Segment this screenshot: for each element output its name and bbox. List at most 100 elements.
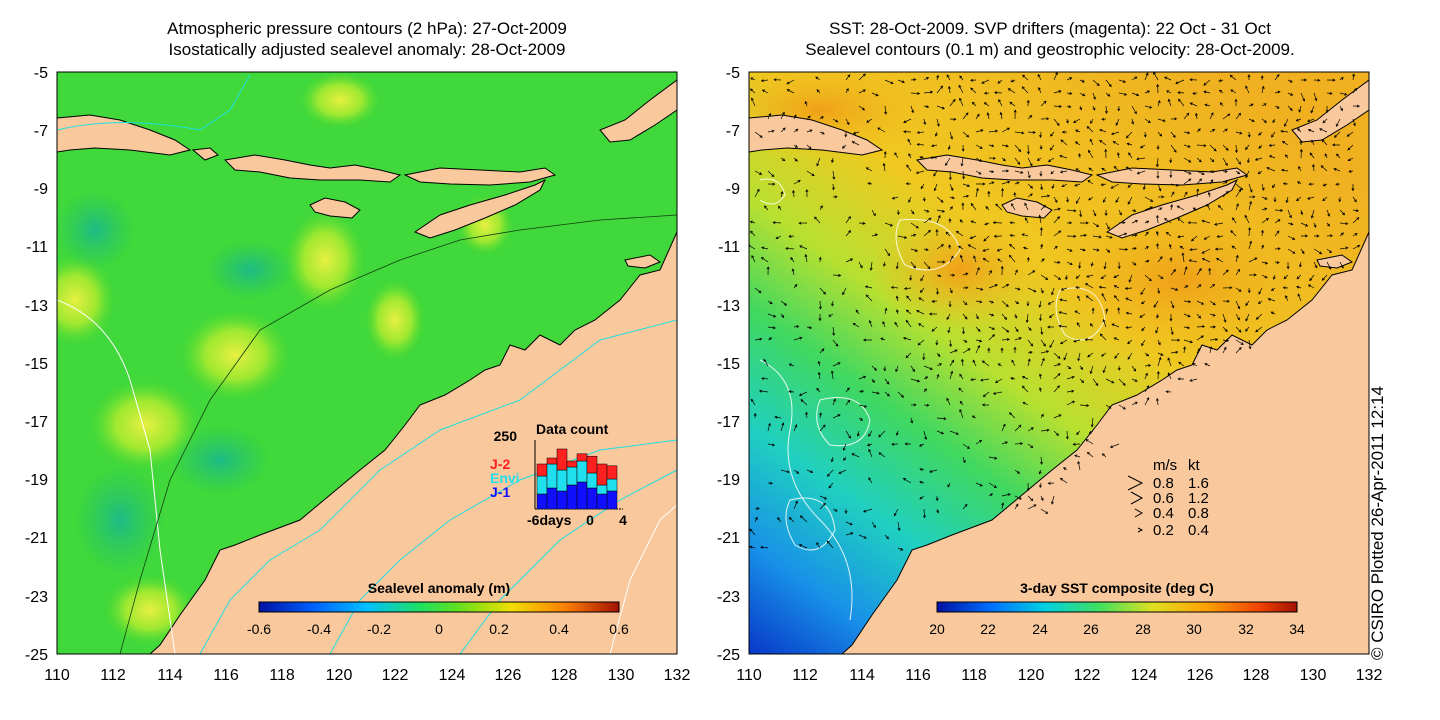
velocity-vector [988,129,999,133]
velocity-vector [957,245,964,250]
right-colorbar-tick: 30 [1186,621,1202,637]
velocity-vector [1074,454,1081,458]
velocity-vector [1099,128,1107,133]
velocity-vector [1059,298,1068,302]
sla-blob [57,255,115,345]
velocity-vector [1235,188,1242,198]
velocity-vector [975,113,980,120]
velocity-vector [1189,248,1198,252]
velocity-vector [1274,260,1280,264]
velocity-vector [1038,300,1042,308]
velocity-vector [1287,222,1294,226]
velocity-vector [897,79,905,84]
velocity-vector [1079,404,1090,408]
velocity-vector [1115,118,1120,126]
left-lon-tick: 122 [382,667,409,684]
velocity-vector [975,129,984,133]
velocity-vector [988,269,992,276]
velocity-vector [1125,166,1133,172]
left-lat-tick: -13 [25,298,48,315]
velocity-vector [1125,326,1133,330]
velocity-vector [1235,300,1241,310]
right-lon-tick: 116 [905,667,931,684]
velocity-vector [1196,157,1202,163]
velocity-vector [1248,273,1257,277]
velocity-vector [894,152,899,159]
velocity-vector [1333,168,1341,172]
velocity-vector [1131,105,1137,115]
velocity-vector [1222,169,1228,173]
velocity-vector [1051,183,1055,189]
velocity-vector [981,79,990,84]
velocity-vector [1040,428,1050,432]
velocity-vector [1102,319,1107,328]
right-colorbar-tick: 24 [1032,621,1048,637]
velocity-vector [871,209,876,217]
right-lat-tick: -7 [726,123,740,140]
right-lat-tick: -21 [717,530,740,547]
velocity-vector [920,274,925,282]
velocity-vector [1231,245,1237,250]
velocity-vector [750,398,756,406]
velocity-vector [920,183,925,190]
velocity-vector [1105,248,1111,253]
velocity-vector [832,195,838,199]
right-colorbar-ramp [936,601,1298,613]
timor-island [1105,178,1239,239]
pressure-contour [609,504,677,654]
left-lat-tick: -17 [25,414,48,431]
velocity-vector [1128,152,1133,159]
left-lat-tick: -15 [25,356,48,373]
sla-blob [285,210,365,310]
velocity-vector [1050,131,1055,137]
velocity-vector [930,144,938,148]
data-count-bar-j2 [606,465,618,480]
velocity-vector [1090,417,1094,428]
velocity-vector [798,391,808,396]
velocity-vector [997,258,1003,263]
velocity-vector [1127,196,1133,205]
velocity-vector [799,245,808,250]
right-title: SST: 28-Oct-2009. SVP drifters (magenta)… [720,18,1380,60]
velocity-vector [1163,218,1172,224]
velocity-vector [1169,170,1173,179]
velocity-vector [975,187,979,198]
velocity-vector [1285,196,1289,204]
velocity-vector [777,517,782,523]
velocity-vector [1113,166,1120,172]
left-colorbar-tick: -0.4 [307,621,331,637]
velocity-vector [845,230,852,237]
velocity-vector [910,105,915,114]
velocity-vector [895,261,899,270]
velocity-vector [1209,325,1217,329]
velocity-vector [1201,257,1211,263]
velocity-vector [883,261,886,267]
velocity-vector [1282,286,1289,290]
velocity-vector [882,321,886,328]
velocity-vector [845,74,851,81]
velocity-vector [992,221,1003,225]
velocity-vector [920,287,925,293]
velocity-vector [988,482,998,488]
velocity-vector [895,309,899,315]
sla-blob [170,425,270,495]
velocity-vector [998,99,1003,107]
velocity-vector [828,482,834,489]
velocity-vector [1101,292,1107,302]
velocity-vector [1326,261,1332,270]
velocity-vector [884,79,894,85]
velocity-vector [1086,274,1094,278]
velocity-vector [923,90,934,94]
velocity-vector [878,452,886,458]
velocity-vector [1298,105,1302,113]
velocity-vector [883,150,887,159]
velocity-vector [816,157,821,167]
velocity-vector [962,348,971,354]
left-lon-tick: 128 [551,667,578,684]
left-title: Atmospheric pressure contours (2 hPa): 2… [57,18,677,60]
velocity-vector [1110,183,1120,189]
velocity-vector [910,261,916,269]
velocity-vector [1274,219,1281,224]
velocity-vector [774,415,782,419]
data-count-legend-j1: J-1 [490,484,510,500]
